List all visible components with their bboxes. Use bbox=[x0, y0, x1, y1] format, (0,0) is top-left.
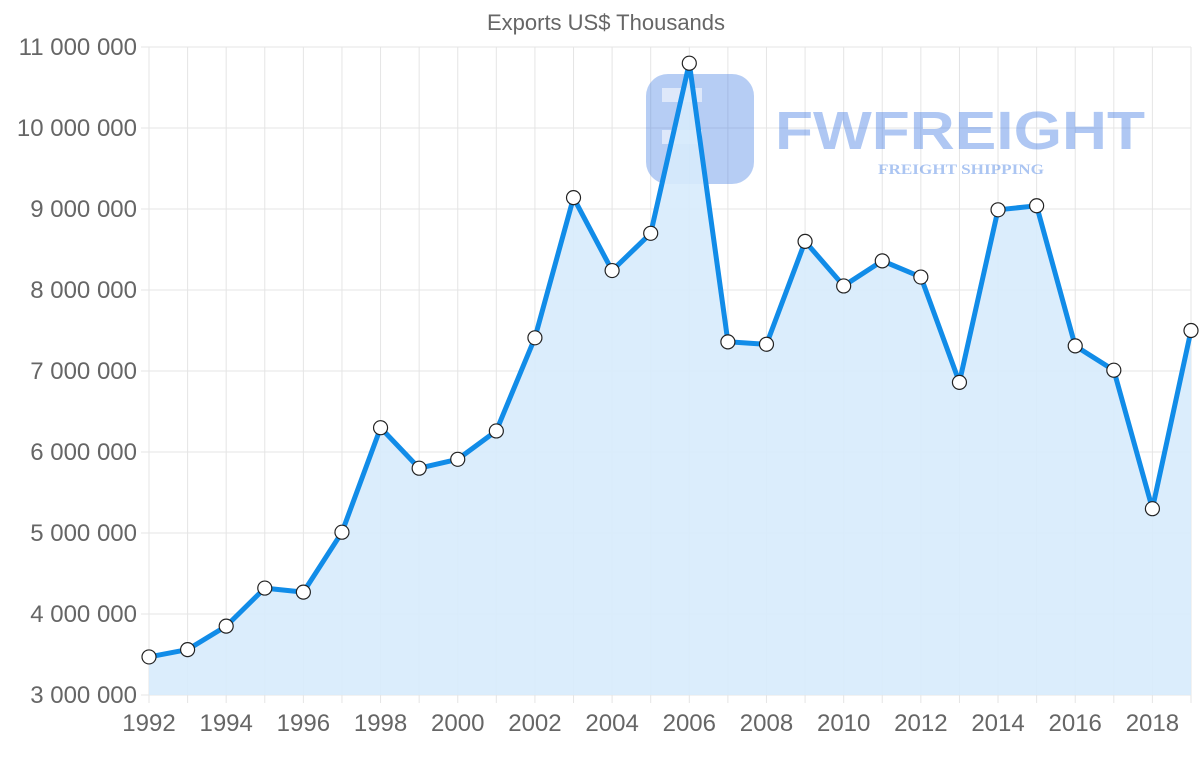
fwfreight-watermark: FWFREIGHT FREIGHT SHIPPING bbox=[646, 74, 1145, 184]
y-tick-label: 6 000 000 bbox=[30, 439, 137, 466]
data-point-marker[interactable] bbox=[758, 336, 775, 352]
data-point-marker[interactable] bbox=[1183, 322, 1199, 339]
x-tick-label: 2000 bbox=[431, 710, 484, 737]
x-tick-label: 2014 bbox=[971, 710, 1024, 737]
x-axis-ticks: 1992 1994 1996 1998 2000 2002 2004 2006 2008 2010… bbox=[122, 710, 1179, 737]
data-point-marker[interactable] bbox=[874, 253, 890, 269]
y-tick-label: 3 000 000 bbox=[30, 682, 137, 709]
x-tick-label: 2006 bbox=[663, 710, 716, 737]
y-tick-label: 5 000 000 bbox=[30, 520, 137, 547]
data-point-marker[interactable] bbox=[372, 420, 389, 436]
x-tick-label: 2012 bbox=[894, 710, 947, 737]
y-tick-label: 10 000 000 bbox=[17, 115, 137, 142]
series-line bbox=[148, 60, 1194, 660]
x-tick-label: 2002 bbox=[508, 710, 561, 737]
data-point-marker[interactable] bbox=[1106, 362, 1122, 378]
data-point-marker[interactable] bbox=[720, 334, 736, 350]
data-point-marker[interactable] bbox=[141, 649, 157, 665]
data-point-marker[interactable] bbox=[797, 233, 813, 249]
data-point-marker[interactable] bbox=[643, 225, 659, 241]
data-point-marker[interactable] bbox=[334, 524, 350, 540]
data-point-marker[interactable] bbox=[836, 278, 852, 294]
data-point-marker[interactable] bbox=[411, 460, 427, 476]
chart-title: Exports US$ Thousands bbox=[487, 10, 725, 35]
data-point-marker[interactable] bbox=[990, 202, 1006, 218]
data-point-marker[interactable] bbox=[1067, 338, 1083, 354]
data-point-marker[interactable] bbox=[681, 55, 697, 71]
data-point-marker[interactable] bbox=[488, 423, 504, 439]
x-tick-label: 2018 bbox=[1126, 710, 1179, 737]
x-tick-label: 1994 bbox=[199, 710, 252, 737]
x-tick-label: 1998 bbox=[354, 710, 407, 737]
data-point-marker[interactable] bbox=[1144, 501, 1161, 517]
data-point-marker[interactable] bbox=[951, 374, 968, 390]
data-point-marker[interactable] bbox=[179, 642, 196, 658]
x-tick-label: 2004 bbox=[585, 710, 638, 737]
data-points bbox=[141, 55, 1199, 665]
x-tick-label: 2010 bbox=[817, 710, 870, 737]
x-tick-label: 1992 bbox=[122, 710, 175, 737]
data-point-marker[interactable] bbox=[1029, 198, 1045, 214]
y-tick-label: 9 000 000 bbox=[30, 196, 137, 223]
watermark-tagline: FREIGHT SHIPPING bbox=[878, 162, 1044, 178]
data-point-marker[interactable] bbox=[527, 330, 543, 346]
series-area-fill bbox=[149, 63, 1191, 695]
x-tick-label: 2008 bbox=[740, 710, 793, 737]
x-tick-label: 2016 bbox=[1049, 710, 1102, 737]
data-point-marker[interactable] bbox=[604, 262, 620, 279]
y-tick-label: 7 000 000 bbox=[30, 358, 137, 385]
data-point-marker[interactable] bbox=[257, 580, 273, 596]
y-tick-label: 8 000 000 bbox=[30, 277, 137, 304]
data-point-marker[interactable] bbox=[450, 451, 466, 467]
y-tick-label: 4 000 000 bbox=[30, 601, 137, 628]
y-axis-ticks: 3 000 000 4 000 000 5 000 000 6 000 000 7 00… bbox=[17, 34, 137, 709]
y-tick-label: 11 000 000 bbox=[19, 34, 137, 61]
data-point-marker[interactable] bbox=[218, 618, 234, 634]
x-tick-label: 1996 bbox=[277, 710, 330, 737]
data-point-marker[interactable] bbox=[565, 190, 582, 206]
watermark-brand: FWFREIGHT bbox=[775, 101, 1145, 161]
data-point-marker[interactable] bbox=[913, 269, 929, 285]
data-point-marker[interactable] bbox=[295, 584, 311, 600]
